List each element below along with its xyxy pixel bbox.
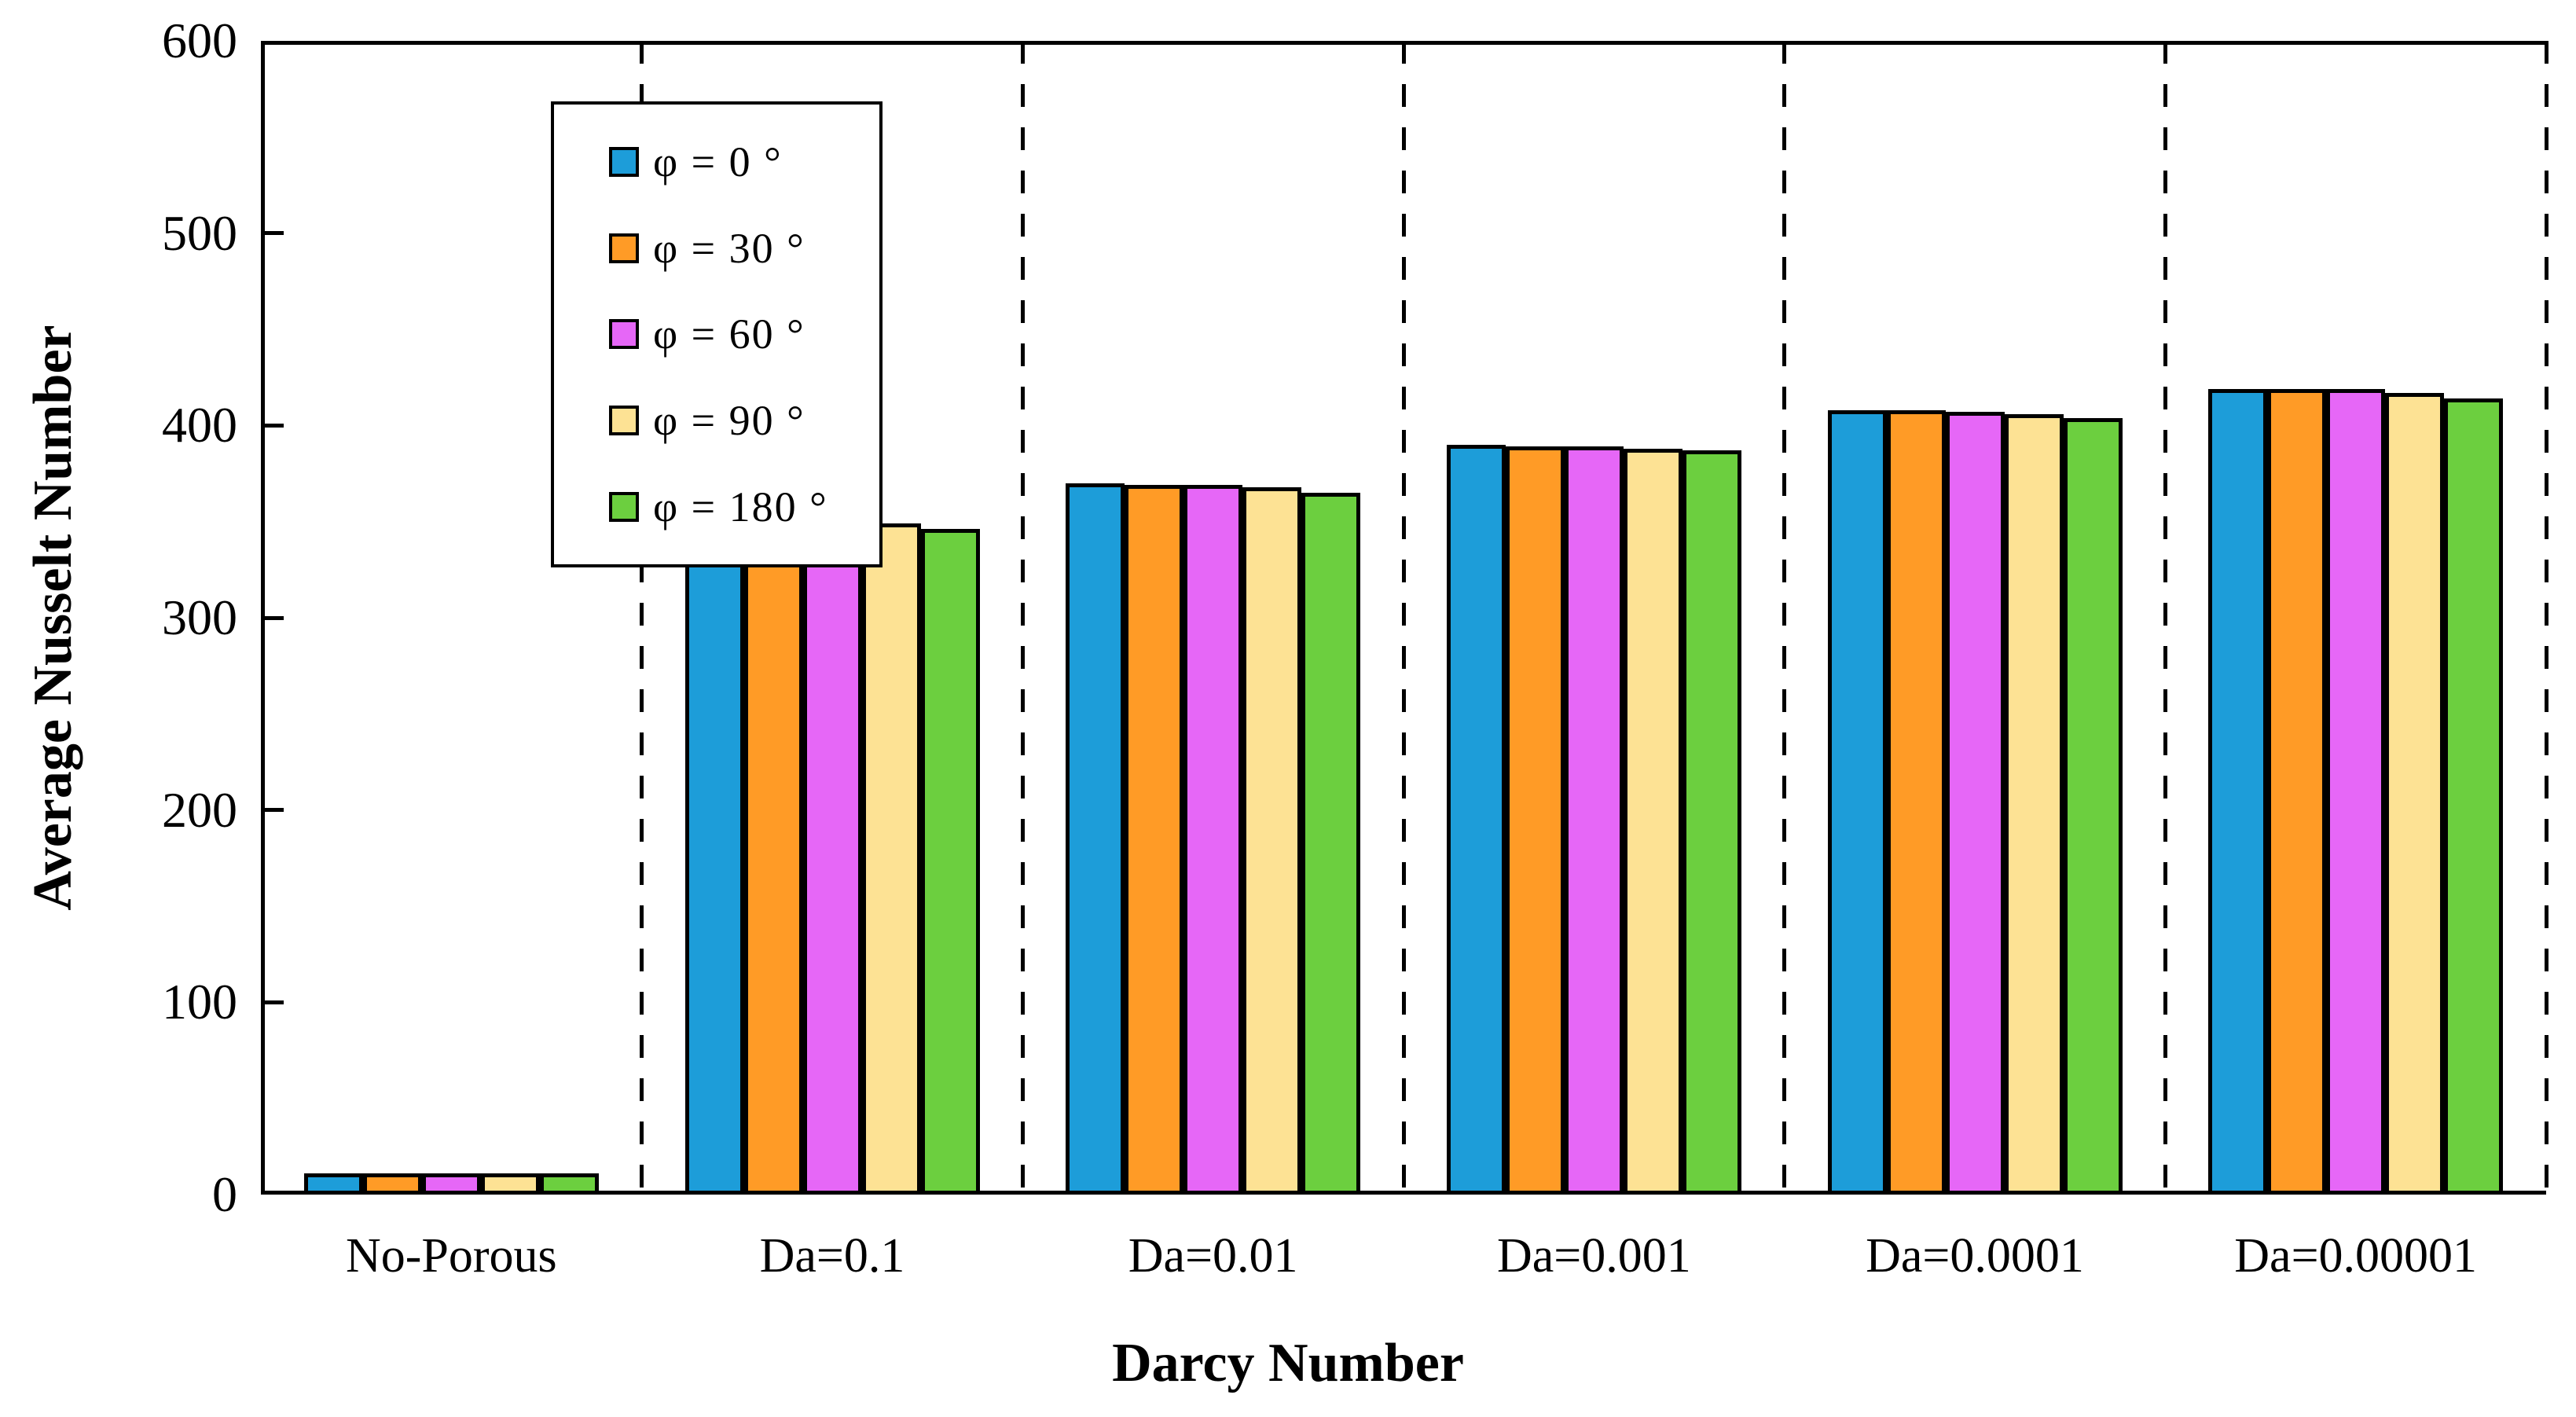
x-category-label: Da=0.001 — [1496, 1229, 1691, 1283]
y-tick-label: 300 — [162, 589, 237, 645]
y-axis-tick — [265, 231, 284, 236]
bar — [1623, 448, 1682, 1195]
bar — [303, 1173, 363, 1195]
legend-item: φ = 180 ° — [609, 486, 879, 528]
bar — [421, 1173, 481, 1195]
y-axis-tick — [265, 808, 284, 813]
bar — [1564, 446, 1624, 1195]
y-tick-label: 100 — [162, 974, 237, 1030]
legend-swatch-icon — [609, 319, 639, 350]
legend-label: φ = 0 ° — [653, 138, 783, 185]
bar — [861, 523, 921, 1195]
group-separator — [1401, 41, 1406, 1195]
bar — [362, 1173, 422, 1195]
legend: φ = 0 ° φ = 30 ° φ = 60 ° φ = 90 ° φ = 180 ° — [551, 101, 883, 567]
bar — [920, 529, 980, 1195]
bar — [802, 521, 862, 1195]
y-tick-label: 600 — [162, 13, 237, 68]
bar — [2385, 392, 2445, 1195]
bar — [2208, 388, 2268, 1195]
y-axis-tick — [265, 615, 284, 620]
bar — [539, 1173, 599, 1195]
group-separator — [2163, 41, 2167, 1195]
bar — [1827, 409, 1887, 1195]
bar — [2444, 398, 2504, 1195]
bar — [1446, 444, 1506, 1195]
bar — [684, 519, 744, 1195]
legend-swatch-icon — [609, 233, 639, 263]
legend-item: φ = 0 ° — [609, 141, 879, 183]
bar — [1682, 450, 1741, 1195]
group-separator — [1782, 41, 1787, 1195]
y-tick-label: 200 — [162, 781, 237, 838]
x-category-label: Da=0.00001 — [2234, 1229, 2478, 1283]
x-category-label: Da=0.1 — [759, 1229, 905, 1283]
bar — [1125, 485, 1184, 1195]
legend-label: φ = 30 ° — [653, 224, 805, 272]
bar — [2326, 388, 2386, 1195]
y-axis-tick — [265, 1000, 284, 1004]
x-axis-title: Darcy Number — [1112, 1333, 1464, 1393]
x-category-label: Da=0.0001 — [1866, 1229, 2084, 1283]
legend-swatch-icon — [609, 492, 639, 523]
legend-swatch-icon — [609, 406, 639, 436]
y-tick-label: 0 — [212, 1166, 237, 1222]
legend-label: φ = 180 ° — [653, 483, 828, 531]
bar — [1242, 486, 1302, 1195]
bar — [480, 1173, 540, 1195]
bar — [1301, 492, 1361, 1195]
group-separator — [640, 41, 644, 1195]
legend-item: φ = 90 ° — [609, 399, 879, 442]
plot-right-border-dashed — [2544, 41, 2548, 1195]
bar — [1066, 483, 1125, 1195]
bar — [2063, 417, 2123, 1195]
legend-item: φ = 60 ° — [609, 313, 879, 355]
y-axis-tick — [265, 423, 284, 428]
legend-swatch-icon — [609, 146, 639, 177]
bar — [1183, 485, 1243, 1195]
bar — [743, 521, 803, 1195]
bar — [2267, 388, 2327, 1195]
bar — [1945, 412, 2005, 1195]
y-tick-label: 500 — [162, 204, 237, 261]
bar — [1886, 409, 1946, 1195]
bar — [2004, 413, 2064, 1195]
legend-label: φ = 90 ° — [653, 397, 805, 445]
bar — [1505, 446, 1565, 1195]
y-tick-label: 400 — [162, 397, 237, 453]
x-category-label: No-Porous — [345, 1229, 557, 1283]
legend-label: φ = 60 ° — [653, 310, 805, 358]
x-category-label: Da=0.01 — [1128, 1229, 1298, 1283]
legend-item: φ = 30 ° — [609, 227, 879, 270]
group-separator — [1020, 41, 1025, 1195]
